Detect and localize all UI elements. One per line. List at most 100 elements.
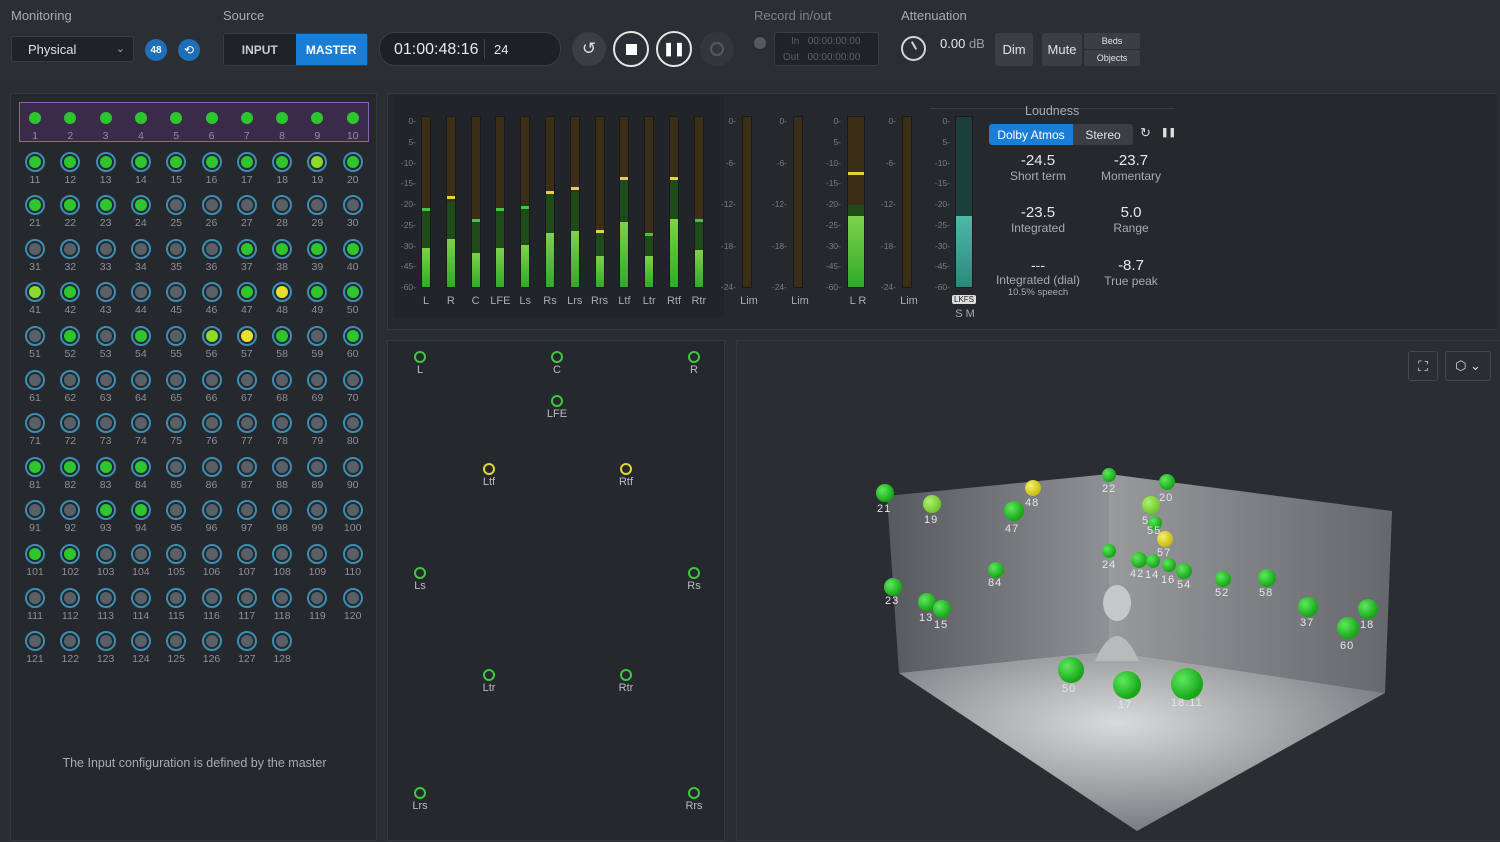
channel-46[interactable]: 46 <box>194 276 230 320</box>
channel-76[interactable]: 76 <box>194 407 230 451</box>
channel-63[interactable]: 63 <box>88 364 124 408</box>
channel-81[interactable]: 81 <box>17 451 53 495</box>
record-button[interactable] <box>700 32 734 66</box>
channel-59[interactable]: 59 <box>299 320 335 364</box>
channel-50[interactable]: 50 <box>335 276 371 320</box>
channel-70[interactable]: 70 <box>335 364 371 408</box>
channel-37[interactable]: 37 <box>229 233 265 277</box>
channel-93[interactable]: 93 <box>88 494 124 538</box>
channel-3[interactable]: 3 <box>88 102 124 146</box>
audio-object[interactable] <box>876 484 894 502</box>
speaker-ls[interactable]: Ls <box>400 567 440 592</box>
channel-97[interactable]: 97 <box>229 494 265 538</box>
channel-124[interactable]: 124 <box>123 625 159 669</box>
fullscreen-icon[interactable]: ⛶ <box>1408 351 1438 381</box>
dim-button[interactable]: Dim <box>995 33 1033 66</box>
channel-45[interactable]: 45 <box>158 276 194 320</box>
channel-count-badge[interactable]: 48 <box>145 39 167 61</box>
channel-25[interactable]: 25 <box>158 189 194 233</box>
channel-36[interactable]: 36 <box>194 233 230 277</box>
pause-icon[interactable]: ❚❚ <box>1161 127 1177 137</box>
record-toggle[interactable] <box>754 37 766 49</box>
cube-view-icon[interactable]: ⬡ ⌄ <box>1445 351 1491 381</box>
channel-22[interactable]: 22 <box>52 189 88 233</box>
audio-object[interactable] <box>933 600 951 618</box>
channel-11[interactable]: 11 <box>17 146 53 190</box>
channel-103[interactable]: 103 <box>88 538 124 582</box>
audio-object[interactable] <box>1102 544 1116 558</box>
channel-79[interactable]: 79 <box>299 407 335 451</box>
channel-65[interactable]: 65 <box>158 364 194 408</box>
reset-icon[interactable]: ↻ <box>1140 125 1151 140</box>
channel-33[interactable]: 33 <box>88 233 124 277</box>
channel-8[interactable]: 8 <box>264 102 300 146</box>
channel-10[interactable]: 10 <box>335 102 371 146</box>
channel-111[interactable]: 111 <box>17 582 53 626</box>
channel-42[interactable]: 42 <box>52 276 88 320</box>
channel-2[interactable]: 2 <box>52 102 88 146</box>
dolby-atmos-tab[interactable]: Dolby Atmos <box>989 124 1073 145</box>
channel-61[interactable]: 61 <box>17 364 53 408</box>
channel-74[interactable]: 74 <box>123 407 159 451</box>
channel-84[interactable]: 84 <box>123 451 159 495</box>
channel-73[interactable]: 73 <box>88 407 124 451</box>
channel-66[interactable]: 66 <box>194 364 230 408</box>
channel-114[interactable]: 114 <box>123 582 159 626</box>
channel-64[interactable]: 64 <box>123 364 159 408</box>
source-input-button[interactable]: INPUT <box>241 42 278 57</box>
channel-1[interactable]: 1 <box>17 102 53 146</box>
audio-object[interactable] <box>1113 671 1141 699</box>
channel-118[interactable]: 118 <box>264 582 300 626</box>
channel-18[interactable]: 18 <box>264 146 300 190</box>
channel-69[interactable]: 69 <box>299 364 335 408</box>
speaker-c[interactable]: C <box>537 351 577 376</box>
audio-object[interactable] <box>1159 474 1175 490</box>
channel-71[interactable]: 71 <box>17 407 53 451</box>
channel-101[interactable]: 101 <box>17 538 53 582</box>
channel-17[interactable]: 17 <box>229 146 265 190</box>
channel-32[interactable]: 32 <box>52 233 88 277</box>
channel-39[interactable]: 39 <box>299 233 335 277</box>
channel-115[interactable]: 115 <box>158 582 194 626</box>
history-icon[interactable]: ↺ <box>572 32 606 66</box>
channel-106[interactable]: 106 <box>194 538 230 582</box>
channel-90[interactable]: 90 <box>335 451 371 495</box>
stereo-tab[interactable]: Stereo <box>1073 124 1133 145</box>
audio-object[interactable] <box>1142 496 1160 514</box>
channel-121[interactable]: 121 <box>17 625 53 669</box>
channel-80[interactable]: 80 <box>335 407 371 451</box>
channel-83[interactable]: 83 <box>88 451 124 495</box>
audio-object[interactable] <box>1004 501 1024 521</box>
audio-object[interactable] <box>1358 599 1378 619</box>
channel-105[interactable]: 105 <box>158 538 194 582</box>
channel-91[interactable]: 91 <box>17 494 53 538</box>
channel-87[interactable]: 87 <box>229 451 265 495</box>
channel-52[interactable]: 52 <box>52 320 88 364</box>
channel-117[interactable]: 117 <box>229 582 265 626</box>
objects-button[interactable]: Objects <box>1084 50 1140 66</box>
channel-92[interactable]: 92 <box>52 494 88 538</box>
channel-96[interactable]: 96 <box>194 494 230 538</box>
channel-108[interactable]: 108 <box>264 538 300 582</box>
speaker-rtf[interactable]: Rtf <box>606 463 646 488</box>
channel-21[interactable]: 21 <box>17 189 53 233</box>
channel-120[interactable]: 120 <box>335 582 371 626</box>
channel-34[interactable]: 34 <box>123 233 159 277</box>
audio-object[interactable] <box>1025 480 1041 496</box>
channel-77[interactable]: 77 <box>229 407 265 451</box>
channel-47[interactable]: 47 <box>229 276 265 320</box>
channel-122[interactable]: 122 <box>52 625 88 669</box>
speaker-rrs[interactable]: Rrs <box>674 787 714 812</box>
channel-78[interactable]: 78 <box>264 407 300 451</box>
channel-62[interactable]: 62 <box>52 364 88 408</box>
channel-99[interactable]: 99 <box>299 494 335 538</box>
channel-4[interactable]: 4 <box>123 102 159 146</box>
speaker-rtr[interactable]: Rtr <box>606 669 646 694</box>
audio-object[interactable] <box>1131 552 1147 568</box>
channel-28[interactable]: 28 <box>264 189 300 233</box>
channel-24[interactable]: 24 <box>123 189 159 233</box>
audio-object[interactable] <box>1146 554 1160 568</box>
channel-60[interactable]: 60 <box>335 320 371 364</box>
channel-112[interactable]: 112 <box>52 582 88 626</box>
audio-object[interactable] <box>1258 569 1276 587</box>
